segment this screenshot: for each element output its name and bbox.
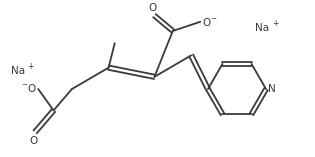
Text: +: + [272,19,278,28]
Text: $^{-}$O: $^{-}$O [20,82,37,94]
Text: Na: Na [255,23,269,33]
Text: O: O [149,3,157,13]
Text: O: O [30,135,38,146]
Text: O$^{-}$: O$^{-}$ [202,16,217,28]
Text: N: N [268,84,276,94]
Text: +: + [28,62,34,71]
Text: Na: Na [11,66,25,76]
